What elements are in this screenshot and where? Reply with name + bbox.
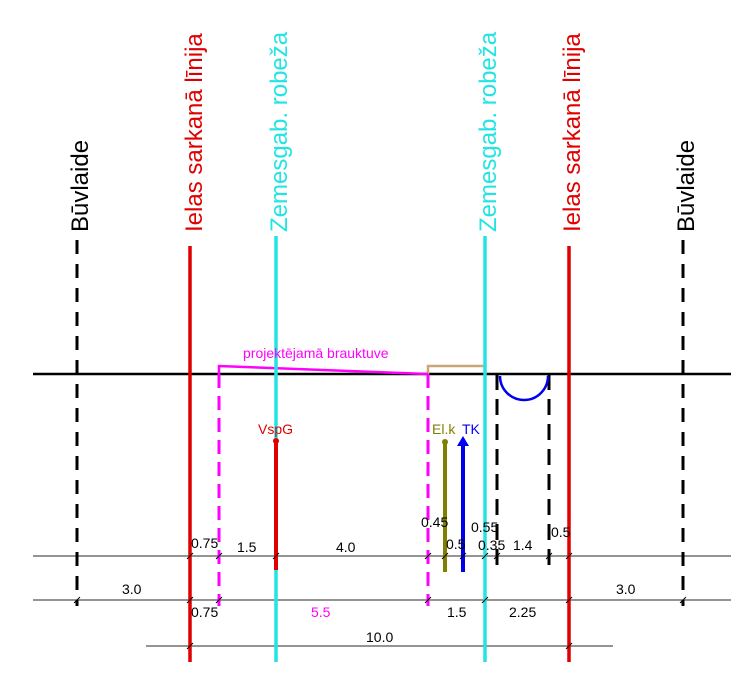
dim-label: 5.5 (311, 604, 331, 620)
dim-label: 0.5 (446, 536, 466, 552)
tk-arrow-icon (457, 436, 469, 446)
brauktuve-label: projektējamā brauktuve (243, 345, 389, 361)
dim-label: 1.5 (237, 539, 257, 555)
dim-label: 1.4 (513, 537, 533, 553)
dim-label: 0.45 (421, 514, 448, 530)
dim-label: 0.55 (471, 519, 498, 535)
ticks-row-3 (186, 642, 573, 650)
dim-label: 4.0 (336, 539, 356, 555)
buvlaide-left-label: Būvlaide (67, 140, 94, 232)
dim-label: 3.0 (122, 581, 142, 597)
buvlaide-right-label: Būvlaide (673, 140, 700, 232)
brauktuve-outline (217, 364, 429, 376)
dim-label: 10.0 (366, 629, 393, 645)
dim-label: 2.25 (509, 604, 536, 620)
ditch-arc (498, 375, 550, 402)
dim-label: 3.0 (616, 581, 636, 597)
elk-label: El.k (432, 421, 456, 437)
red-line-right-label: Ielas sarkanā līnija (559, 33, 586, 232)
red-line-left-label: Ielas sarkanā līnija (181, 33, 208, 232)
sidewalk-top-line (426, 364, 485, 374)
elk-point (442, 439, 448, 445)
dim-label: 1.5 (447, 604, 467, 620)
cyan-line-right-label: Zemesgab. robeža (475, 31, 502, 232)
ticks-row-2 (73, 596, 687, 604)
dim-label: 0.75 (191, 535, 218, 551)
vspg-point (273, 438, 279, 444)
cyan-line-left-label: Zemesgab. robeža (266, 31, 293, 232)
vspg-label: VspG (258, 421, 293, 437)
ticks-row-1 (186, 552, 573, 560)
dim-label: 0.5 (551, 524, 571, 540)
tk-label: TK (462, 421, 481, 437)
dim-label: 0.75 (191, 604, 218, 620)
dim-label: 0.35 (478, 537, 505, 553)
